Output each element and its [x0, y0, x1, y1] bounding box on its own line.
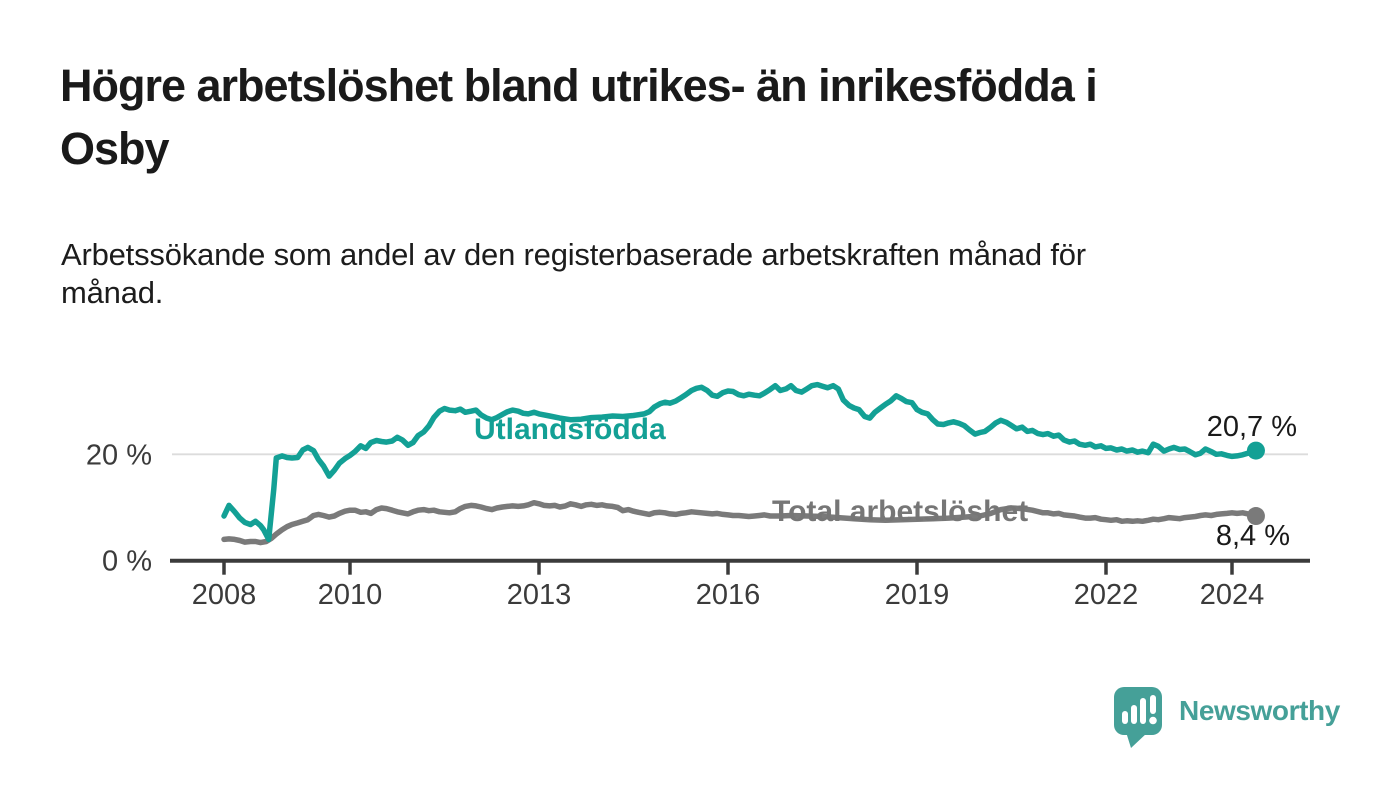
end-dot-utlandsfodda — [1246, 441, 1265, 460]
newsworthy-logo-icon — [1114, 687, 1162, 748]
x-axis-tick-label: 2024 — [1200, 579, 1265, 611]
x-axis-tick-label: 2010 — [318, 579, 383, 611]
x-axis-tick-label: 2016 — [696, 579, 761, 611]
bar-chart-icon — [1122, 698, 1146, 724]
x-axis-tick-label: 2013 — [507, 579, 572, 611]
y-axis-tick-label: 0 % — [102, 546, 152, 578]
series-label-total-arbetsloshet: Total arbetslöshet — [772, 495, 1029, 528]
page-title-line1: Högre arbetslöshet bland utrikes- än inr… — [60, 60, 1098, 111]
page-subtitle-line1: Arbetssökande som andel av den registerb… — [61, 237, 1086, 272]
exclamation-icon — [1149, 695, 1157, 725]
end-value-label-utlandsfodda: 20,7 % — [1206, 411, 1297, 443]
page-subtitle: Arbetssökande som andel av den registerb… — [61, 236, 1281, 312]
x-axis-tick-label: 2008 — [192, 579, 257, 611]
series-line-total-arbetsloshet — [221, 499, 1259, 546]
newsworthy-logo-text: Newsworthy — [1179, 695, 1340, 726]
x-axis-tick-label: 2019 — [885, 579, 950, 611]
newsworthy-logo: Newsworthy — [1113, 686, 1340, 750]
page-title-line2: Osby — [60, 123, 170, 174]
end-value-label-total-arbetsloshet: 8,4 % — [1215, 520, 1290, 552]
page-title: Högre arbetslöshet bland utrikes- än inr… — [60, 54, 1370, 180]
series-label-utlandsfodda: Utlandsfödda — [474, 413, 666, 446]
x-axis-tick-label: 2022 — [1074, 579, 1139, 611]
series-line-utlandsfodda — [221, 381, 1259, 543]
page-subtitle-line2: månad. — [61, 275, 164, 310]
y-axis-tick-label: 20 % — [86, 439, 152, 471]
